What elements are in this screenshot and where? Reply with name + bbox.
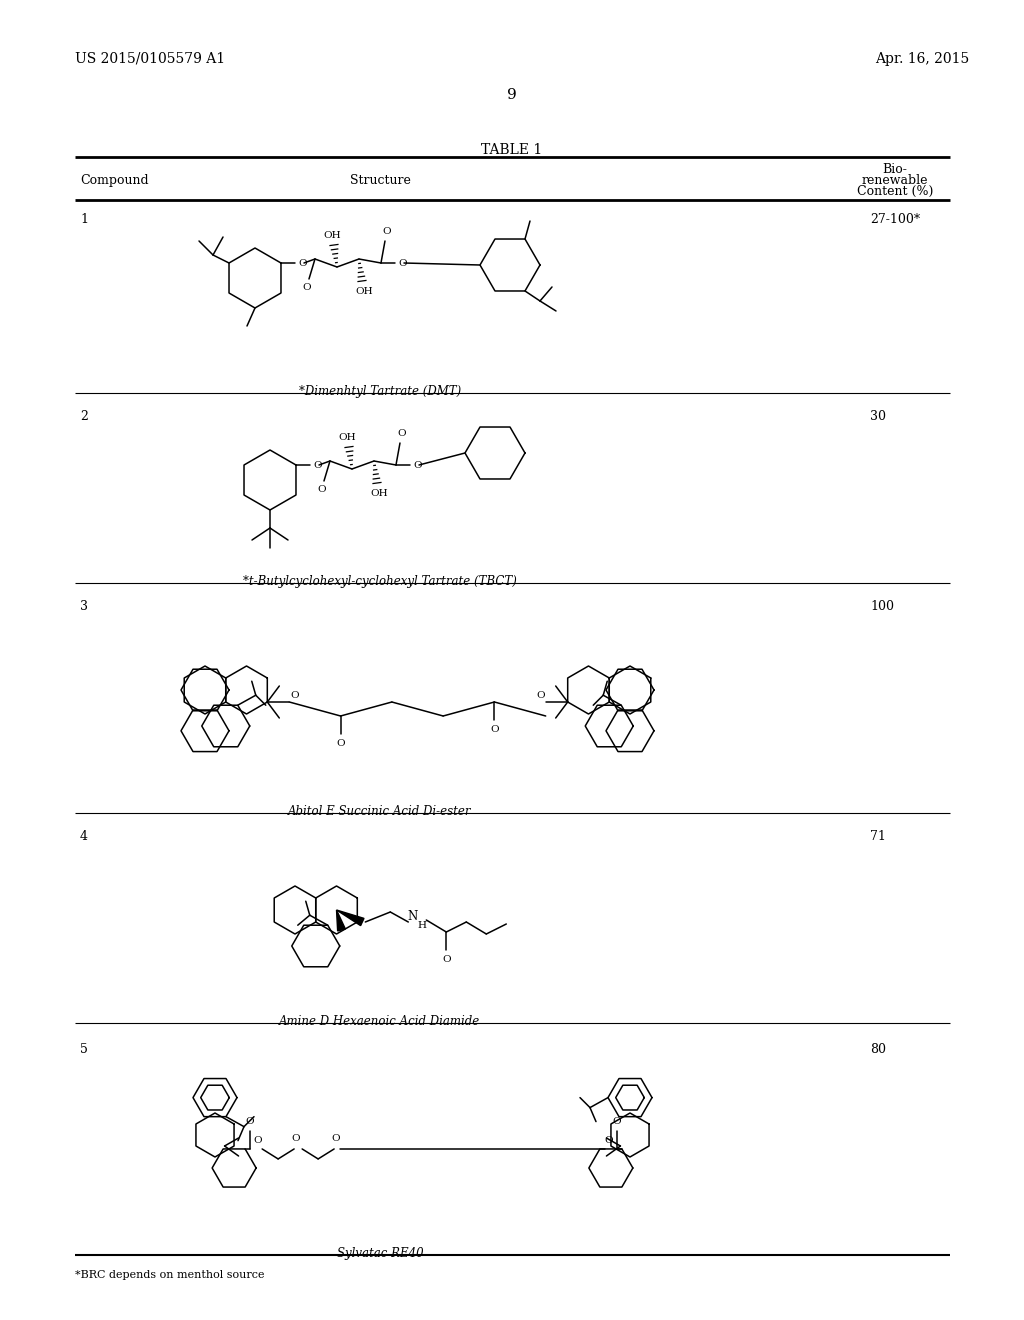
- Text: O: O: [398, 259, 407, 268]
- Text: O: O: [612, 1118, 622, 1126]
- Text: 9: 9: [507, 88, 517, 102]
- Polygon shape: [337, 909, 345, 931]
- Text: O: O: [604, 1137, 613, 1146]
- Text: O: O: [490, 725, 499, 734]
- Text: 27-100*: 27-100*: [870, 213, 921, 226]
- Text: O: O: [332, 1134, 340, 1143]
- Text: Compound: Compound: [80, 174, 148, 187]
- Text: H: H: [418, 920, 427, 929]
- Text: O: O: [537, 692, 545, 701]
- Text: Content (%): Content (%): [857, 185, 933, 198]
- Text: N: N: [408, 911, 418, 924]
- Text: 1: 1: [80, 213, 88, 226]
- Text: O: O: [313, 461, 322, 470]
- Text: 71: 71: [870, 830, 886, 843]
- Text: O: O: [292, 1134, 300, 1143]
- Text: OH: OH: [370, 488, 388, 498]
- Text: renewable: renewable: [862, 174, 928, 187]
- Text: OH: OH: [355, 286, 373, 296]
- Text: Bio-: Bio-: [883, 162, 907, 176]
- Text: OH: OH: [338, 433, 355, 441]
- Text: Structure: Structure: [349, 174, 411, 187]
- Text: O: O: [246, 1118, 254, 1126]
- Text: O: O: [383, 227, 391, 236]
- Text: 80: 80: [870, 1043, 886, 1056]
- Text: TABLE 1: TABLE 1: [481, 143, 543, 157]
- Text: 2: 2: [80, 411, 88, 422]
- Text: Apr. 16, 2015: Apr. 16, 2015: [874, 51, 970, 66]
- Text: O: O: [336, 738, 345, 747]
- Text: 4: 4: [80, 830, 88, 843]
- Text: O: O: [413, 461, 422, 470]
- Text: US 2015/0105579 A1: US 2015/0105579 A1: [75, 51, 225, 66]
- Text: O: O: [303, 282, 311, 292]
- Text: *BRC depends on menthol source: *BRC depends on menthol source: [75, 1270, 264, 1280]
- Text: 100: 100: [870, 601, 894, 612]
- Polygon shape: [337, 909, 364, 925]
- Text: Sylvatac RE40: Sylvatac RE40: [337, 1247, 423, 1261]
- Text: 30: 30: [870, 411, 886, 422]
- Text: 3: 3: [80, 601, 88, 612]
- Text: *Dimenhtyl Tartrate (DMT): *Dimenhtyl Tartrate (DMT): [299, 385, 461, 399]
- Text: 5: 5: [80, 1043, 88, 1056]
- Text: O: O: [317, 484, 327, 494]
- Text: O: O: [298, 259, 306, 268]
- Text: O: O: [442, 956, 451, 965]
- Text: O: O: [397, 429, 407, 438]
- Text: OH: OH: [324, 231, 341, 239]
- Text: Amine D Hexaenoic Acid Diamide: Amine D Hexaenoic Acid Diamide: [280, 1015, 480, 1028]
- Text: O: O: [254, 1137, 262, 1146]
- Text: O: O: [290, 692, 299, 701]
- Text: *t-Butylcyclohexyl-cyclohexyl Tartrate (TBCT): *t-Butylcyclohexyl-cyclohexyl Tartrate (…: [243, 576, 517, 587]
- Text: Abitol E Succinic Acid Di-ester: Abitol E Succinic Acid Di-ester: [288, 805, 472, 818]
